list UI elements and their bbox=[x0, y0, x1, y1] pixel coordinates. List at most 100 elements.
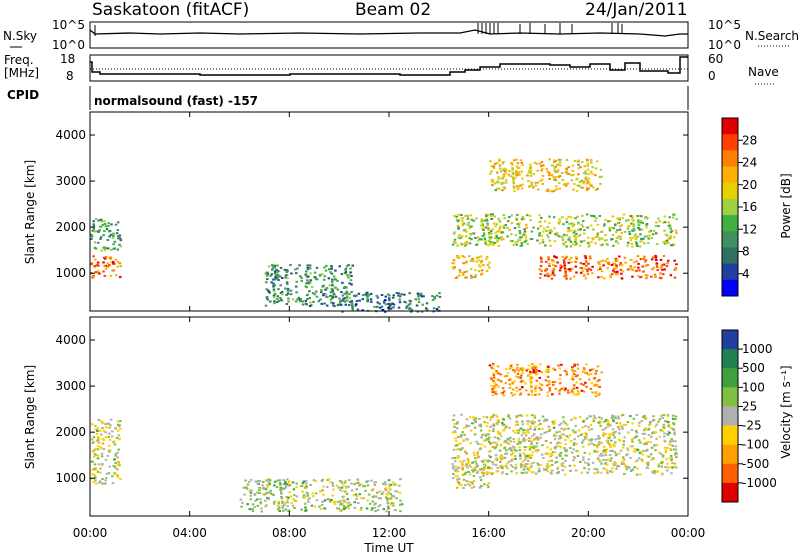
velocity-cell bbox=[94, 475, 97, 478]
velocity-cell bbox=[280, 496, 284, 499]
velocity-cell bbox=[386, 499, 389, 502]
power-cell bbox=[548, 265, 551, 267]
power-cell bbox=[338, 265, 341, 268]
power-cell bbox=[391, 296, 395, 299]
velocity-cell bbox=[279, 486, 282, 489]
power-cell bbox=[480, 224, 483, 227]
velocity-cell bbox=[542, 457, 545, 459]
power-cell bbox=[538, 242, 541, 245]
power-cell bbox=[319, 298, 322, 301]
velocity-cell bbox=[247, 481, 251, 483]
power-cell bbox=[553, 274, 556, 277]
velocity-cell bbox=[525, 389, 528, 392]
power-cell bbox=[556, 170, 559, 173]
velocity-cell bbox=[256, 482, 259, 485]
nsearch-tick-top: 10^5 bbox=[708, 18, 741, 32]
power-cell bbox=[538, 162, 542, 165]
velocity-cell bbox=[585, 363, 588, 366]
velocity-cell bbox=[624, 465, 628, 468]
velocity-cell bbox=[299, 485, 302, 488]
power-cell bbox=[621, 270, 625, 273]
power-cell bbox=[615, 240, 618, 243]
velocity-cell bbox=[500, 466, 503, 469]
velocity-cell bbox=[577, 435, 580, 438]
power-cell bbox=[295, 272, 298, 275]
power-cell bbox=[582, 273, 586, 276]
power-cell bbox=[541, 183, 544, 185]
velocity-cell bbox=[379, 497, 382, 500]
velocity-cell bbox=[584, 425, 587, 428]
power-cell bbox=[287, 287, 290, 290]
velocity-cell bbox=[276, 479, 279, 482]
power-cell bbox=[452, 267, 456, 270]
velocity-cell bbox=[500, 472, 504, 475]
power-cell bbox=[271, 268, 274, 271]
velocity-cell bbox=[476, 470, 480, 473]
velocity-cell bbox=[484, 434, 488, 437]
power-cell bbox=[453, 266, 456, 269]
power-cell bbox=[663, 268, 666, 271]
power-cell bbox=[386, 293, 390, 296]
velocity-cell bbox=[480, 429, 483, 432]
power-cell bbox=[458, 269, 462, 272]
power-cell bbox=[629, 215, 632, 217]
velocity-cell bbox=[572, 387, 576, 390]
velocity-cell bbox=[577, 429, 581, 432]
power-cell bbox=[438, 292, 441, 295]
velocity-cell bbox=[486, 460, 490, 463]
velocity-cell bbox=[604, 454, 608, 456]
velocity-cell bbox=[541, 415, 545, 418]
power-cell bbox=[516, 223, 520, 225]
power-cell bbox=[475, 243, 478, 246]
power-cell bbox=[577, 167, 581, 170]
power-cell bbox=[510, 162, 513, 164]
velocity-cell bbox=[116, 451, 119, 454]
power-cell bbox=[477, 259, 480, 262]
power-cell bbox=[631, 219, 634, 222]
velocity-cell bbox=[608, 424, 612, 427]
velocity-cell bbox=[492, 463, 495, 466]
power-cell bbox=[613, 271, 617, 273]
power-cell bbox=[494, 237, 497, 240]
velocity-cell bbox=[267, 478, 271, 481]
velocity-cell bbox=[667, 423, 671, 426]
power-cell bbox=[598, 176, 602, 179]
velocity-cell bbox=[497, 432, 500, 435]
power-cell bbox=[561, 256, 564, 259]
velocity-cell bbox=[552, 426, 556, 429]
power-cell bbox=[323, 302, 326, 305]
power-cell bbox=[669, 274, 673, 277]
power-cell bbox=[525, 223, 528, 226]
velocity-cell bbox=[345, 486, 348, 489]
power-cell bbox=[92, 255, 95, 258]
velocity-cell bbox=[254, 499, 257, 502]
velocity-cell bbox=[506, 372, 510, 375]
velocity-cell bbox=[488, 459, 491, 462]
power-cell bbox=[556, 232, 559, 235]
power-cell bbox=[99, 225, 102, 228]
velocity-cell bbox=[306, 494, 309, 497]
velocity-cell bbox=[461, 468, 464, 471]
velocity-cell bbox=[527, 393, 530, 396]
power-cell bbox=[619, 235, 622, 238]
power-cell bbox=[543, 220, 547, 223]
velocity-cell bbox=[593, 449, 597, 452]
velocity-cell bbox=[91, 441, 95, 444]
power-cell bbox=[594, 174, 597, 177]
velocity-cell bbox=[256, 491, 259, 494]
power-cell bbox=[554, 179, 558, 182]
velocity-cell bbox=[611, 467, 614, 470]
velocity-cell bbox=[514, 466, 518, 469]
power-cell bbox=[295, 291, 298, 294]
power-cell bbox=[579, 228, 582, 231]
velocity-cell bbox=[592, 414, 596, 417]
power-cell bbox=[342, 300, 345, 302]
velocity-cell bbox=[519, 393, 522, 396]
velocity-cell bbox=[467, 424, 471, 427]
x-tick-label: 04:00 bbox=[172, 526, 207, 540]
velocity-cell bbox=[549, 455, 552, 458]
velocity-y-tick-label: 1000 bbox=[55, 471, 86, 485]
velocity-cell bbox=[358, 483, 362, 486]
velocity-cell bbox=[546, 463, 549, 466]
velocity-cell bbox=[620, 461, 624, 463]
